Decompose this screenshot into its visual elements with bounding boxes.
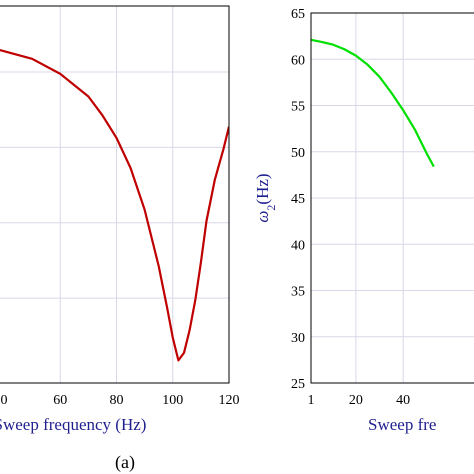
- left-x-tick-label: 120: [219, 393, 240, 408]
- right-y-tick-label: 50: [291, 146, 305, 161]
- left-x-axis-label: Sweep frequency (Hz): [0, 415, 146, 434]
- right-chart: 1 20 40 25 30 35 40 45 50 55 60 65 Sweep fre ω2(Hz…: [253, 7, 474, 434]
- right-x-tick-labels: 1 20 40: [308, 393, 411, 408]
- left-chart: 0 60 80 100 120 Sweep frequency (Hz) (a): [0, 5, 240, 473]
- right-y-tick-label: 25: [291, 377, 305, 392]
- right-y-axis-label: ω2(Hz): [253, 173, 278, 222]
- right-y-tick-label: 45: [291, 192, 305, 207]
- left-panel-caption: (a): [115, 452, 135, 473]
- right-x-tick-label: 1: [308, 393, 315, 408]
- left-x-tick-label: 60: [53, 393, 67, 408]
- left-axes-frame: [0, 5, 230, 384]
- right-y-axis-subscript: 2: [264, 205, 278, 211]
- right-y-tick-label: 30: [291, 331, 305, 346]
- right-y-axis-unit: (Hz): [253, 173, 272, 204]
- left-series-line: [0, 48, 229, 362]
- left-x-tick-label: 0: [1, 393, 8, 408]
- right-series-group: [310, 38, 435, 168]
- left-gridlines: [0, 6, 229, 383]
- right-y-axis-symbol: ω: [253, 211, 272, 223]
- right-y-tick-label: 55: [291, 100, 305, 115]
- right-y-tick-label: 35: [291, 285, 305, 300]
- left-x-tick-label: 80: [110, 393, 124, 408]
- right-y-tick-label: 40: [291, 238, 305, 253]
- right-gridlines: [311, 13, 474, 383]
- left-series-group: [0, 48, 229, 362]
- right-x-tick-label: 40: [396, 393, 410, 408]
- right-x-tick-label: 20: [349, 393, 363, 408]
- right-y-tick-label: 65: [291, 7, 305, 22]
- right-y-tick-labels: 25 30 35 40 45 50 55 60 65: [291, 7, 305, 392]
- left-x-tick-labels: 0 60 80 100 120: [1, 393, 240, 408]
- right-axes-frame: [310, 12, 474, 384]
- right-series-line: [310, 38, 435, 168]
- right-x-axis-label: Sweep fre: [368, 415, 436, 434]
- right-y-tick-label: 60: [291, 53, 305, 68]
- left-x-tick-label: 100: [162, 393, 183, 408]
